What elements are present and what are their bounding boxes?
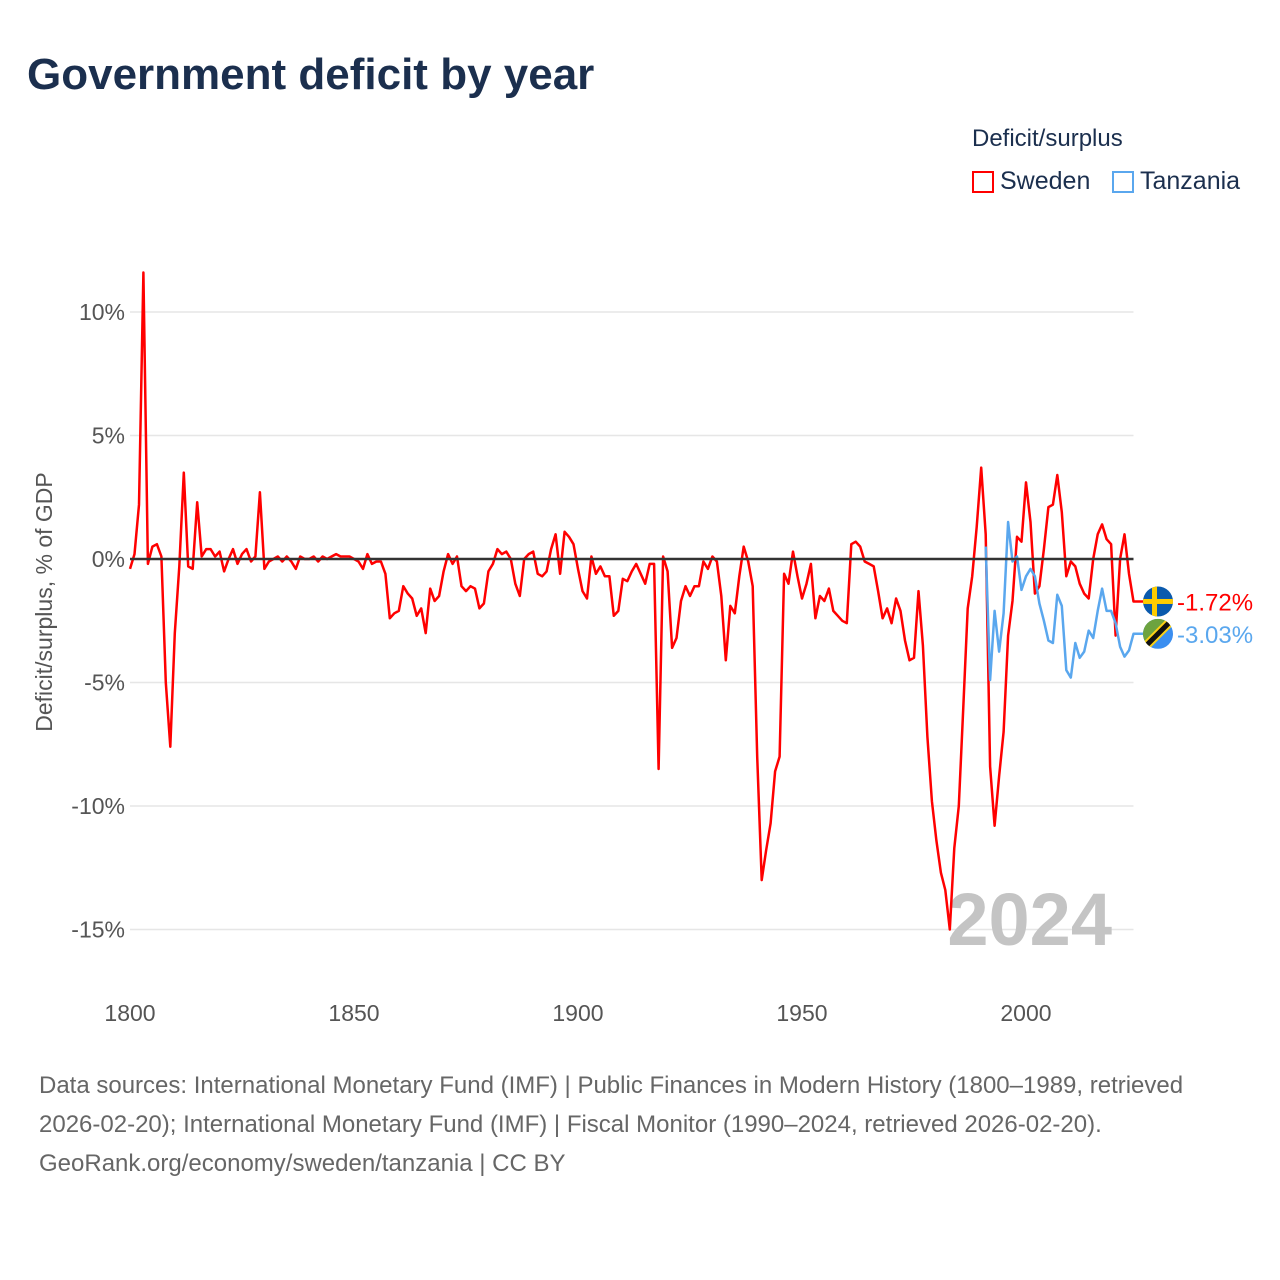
flag-cross-h [1143, 598, 1173, 604]
y-tick-label: -10% [71, 793, 125, 819]
tanzania-flag-icon [1143, 618, 1173, 649]
x-tick-label: 2000 [1000, 1000, 1051, 1026]
x-tick-label: 1800 [104, 1000, 155, 1026]
legend-label-sweden: Sweden [1000, 167, 1091, 195]
legend-item-sweden[interactable]: Sweden [972, 167, 1090, 196]
x-tick-label: 1950 [776, 1000, 827, 1026]
y-tick-label: 0% [92, 546, 125, 572]
current-year-watermark: 2024 [947, 878, 1112, 961]
legend-swatch-tanzania [1112, 170, 1134, 193]
x-tick-label: 1900 [552, 1000, 603, 1026]
y-tick-label: -15% [71, 917, 125, 943]
legend-item-tanzania[interactable]: Tanzania [1112, 167, 1240, 196]
data-sources: Data sources: International Monetary Fun… [39, 1072, 1184, 1138]
footer: Data sources: International Monetary Fun… [39, 1066, 1239, 1183]
legend-swatch-sweden [972, 170, 994, 193]
flag-cross-v [1152, 586, 1157, 617]
y-tick-label: -5% [84, 670, 125, 696]
chart-title: Government deficit by year [27, 50, 595, 99]
series-line-tanzania [984, 520, 1146, 682]
series-line-sweden [128, 271, 1146, 931]
end-value-label-tanzania: -3.03% [1177, 622, 1253, 649]
y-axis-label: Deficit/surplus, % of GDP [31, 472, 57, 731]
credit-link[interactable]: GeoRank.org/economy/sweden/tanzania | CC… [39, 1150, 566, 1177]
y-tick-label: 10% [79, 299, 125, 325]
x-tick-label: 1850 [328, 1000, 379, 1026]
end-value-label-sweden: -1.72% [1177, 589, 1253, 616]
legend-title: Deficit/surplus [972, 125, 1123, 152]
y-tick-label: 5% [92, 423, 125, 449]
line-chart: 10% 5% 0% -5% -10% -15% 1800 1850 1900 1950 2000 2… [31, 271, 1253, 1026]
flag-body [1143, 586, 1173, 617]
sweden-flag-icon [1143, 586, 1173, 617]
legend-label-tanzania: Tanzania [1140, 167, 1241, 195]
flag-body [1143, 618, 1173, 649]
